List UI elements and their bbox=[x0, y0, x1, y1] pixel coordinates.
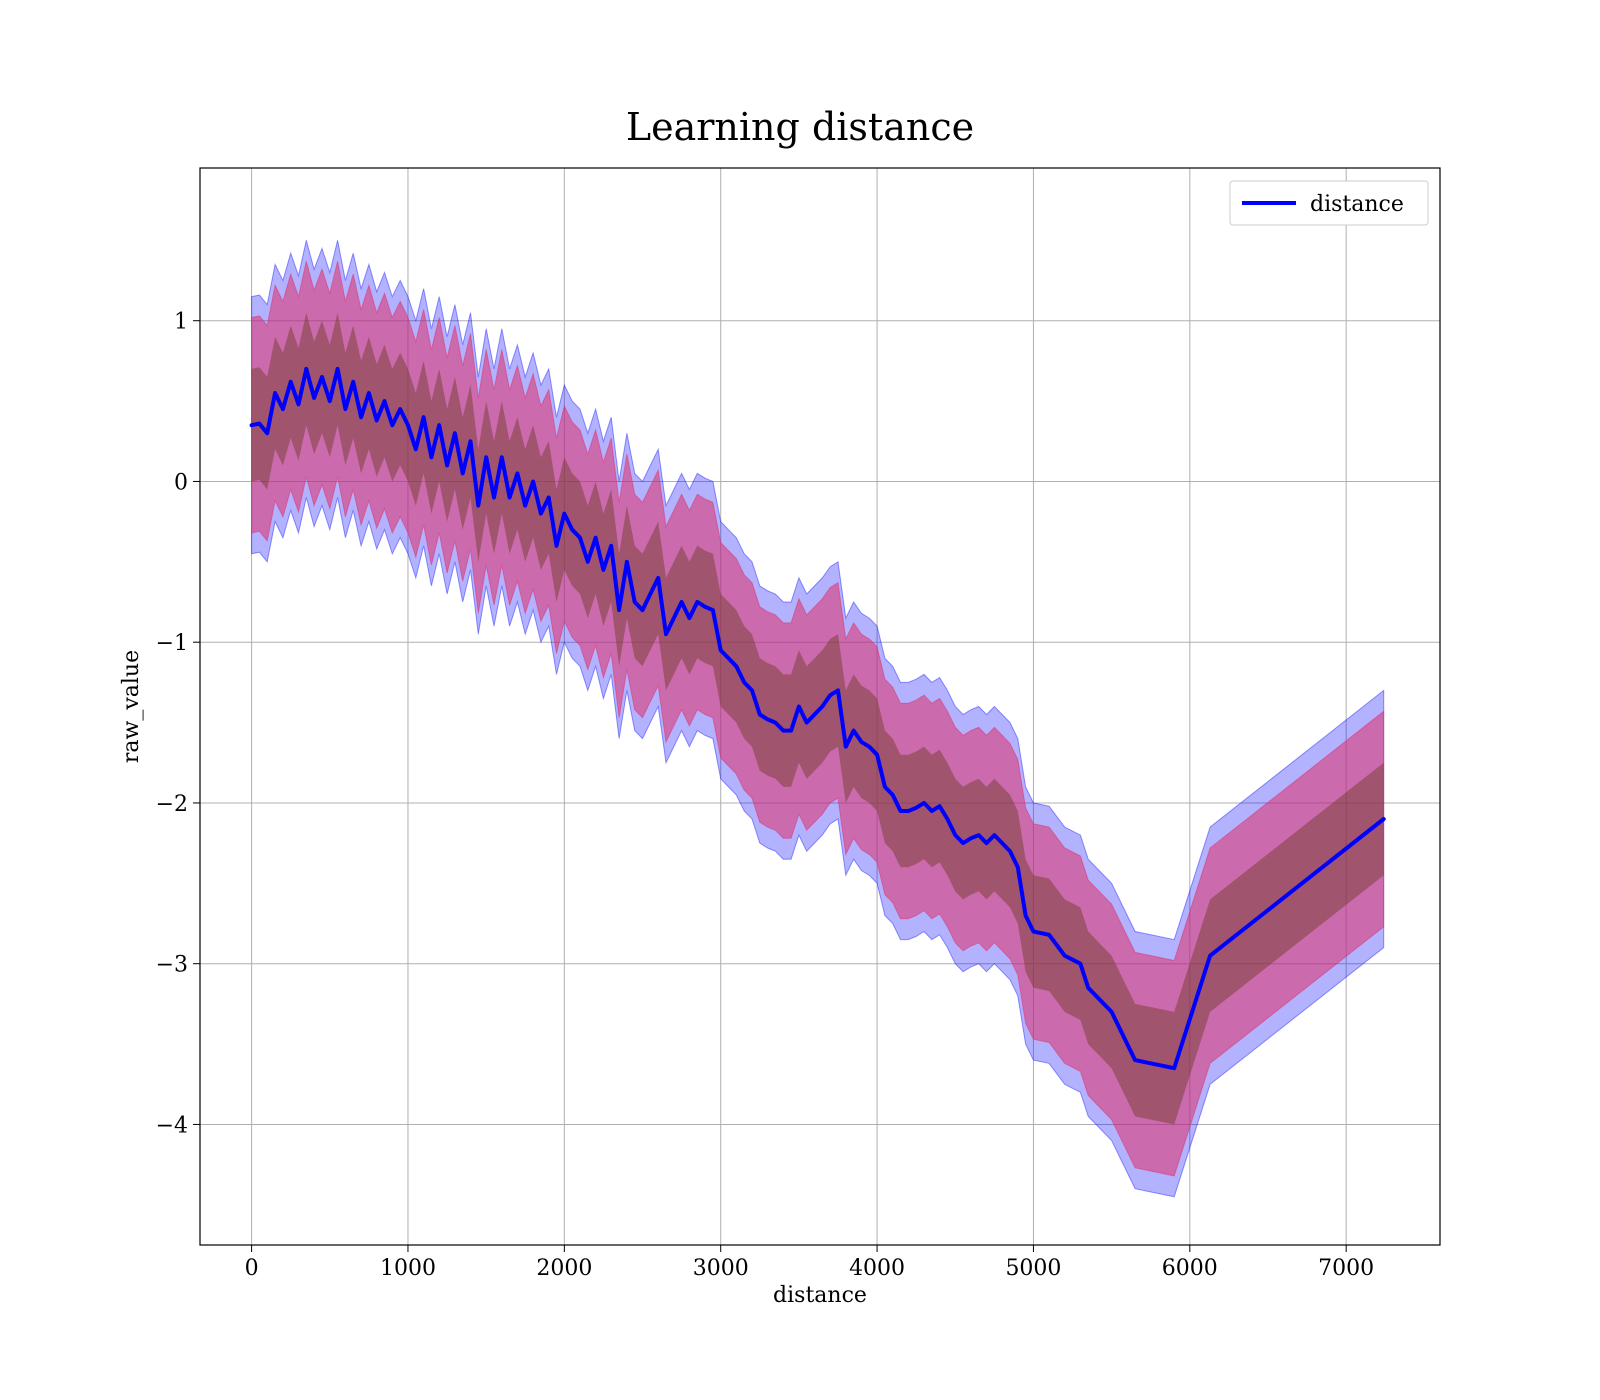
y-tick-label: 1 bbox=[174, 310, 188, 335]
y-tick-label: −2 bbox=[156, 792, 188, 817]
y-axis-label: raw_value bbox=[119, 650, 144, 763]
legend-box bbox=[1229, 180, 1429, 226]
x-tick-label: 0 bbox=[245, 1256, 259, 1281]
series-line-distance bbox=[249, 366, 1386, 1071]
inner-confidence-band bbox=[251, 312, 1384, 1125]
x-tick-label: 5000 bbox=[1005, 1256, 1061, 1281]
x-tick-label: 6000 bbox=[1162, 1256, 1218, 1281]
x-tick-label: 7000 bbox=[1318, 1256, 1374, 1281]
y-tick-label: 0 bbox=[174, 470, 188, 495]
x-tick-label: 3000 bbox=[693, 1256, 749, 1281]
x-axis-label: distance bbox=[773, 1283, 867, 1308]
x-tick-label: 4000 bbox=[849, 1256, 905, 1281]
legend-label: distance bbox=[1310, 192, 1404, 217]
y-tick-label: −1 bbox=[156, 631, 188, 656]
series-lines bbox=[249, 366, 1386, 1071]
y-tick-label: −4 bbox=[156, 1113, 188, 1138]
plot-frame bbox=[199, 167, 1441, 1246]
y-tick-label: −3 bbox=[156, 953, 188, 978]
x-tick-label: 2000 bbox=[536, 1256, 592, 1281]
x-tick-label: 1000 bbox=[380, 1256, 436, 1281]
axis-ticks: 0 1000 2000 3000 4000 5000 6000 7000 −4 −3 −2 −1 0 1 bbox=[156, 310, 1375, 1281]
legend: distance bbox=[1229, 180, 1429, 226]
chart-title: Learning distance bbox=[626, 105, 974, 149]
